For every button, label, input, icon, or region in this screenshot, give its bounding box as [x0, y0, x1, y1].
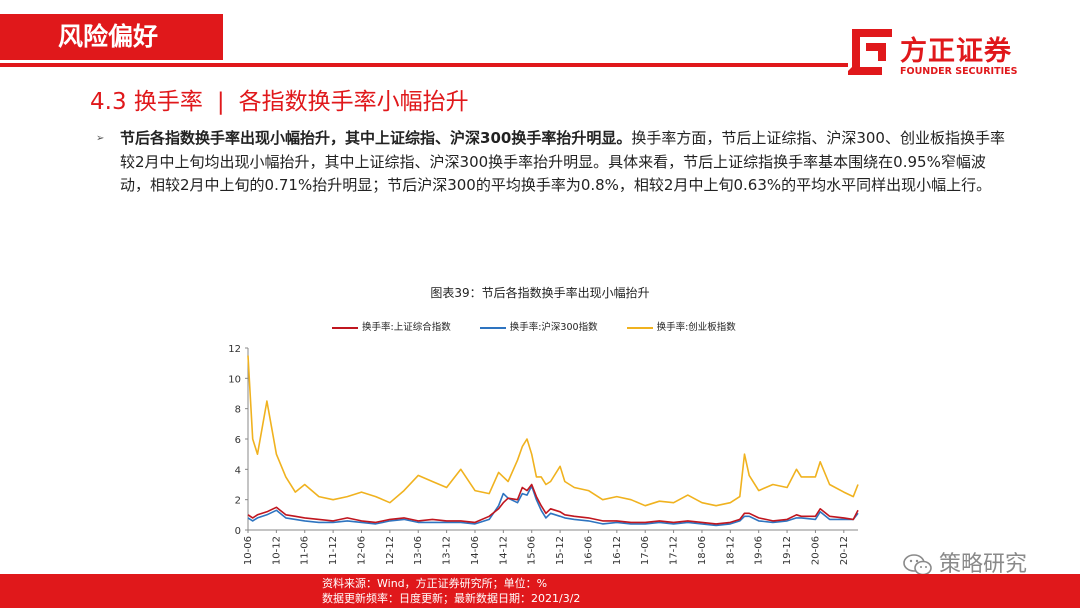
- y-tick-label: 8: [235, 405, 241, 416]
- x-tick-label: 14-06: [470, 536, 481, 565]
- x-tick-label: 18-06: [697, 536, 708, 565]
- chart-legend: 换手率:上证综合指数 换手率:沪深300指数 换手率:创业板指数: [332, 319, 762, 333]
- y-tick-label: 4: [235, 465, 241, 476]
- title-separator: |: [216, 89, 225, 115]
- wechat-watermark: 策略研究: [903, 546, 1027, 578]
- update-note: 数据更新频率：日度更新；最新数据日期：2021/3/2: [322, 592, 581, 605]
- x-tick-label: 10-12: [271, 536, 282, 565]
- legend-label-cyb: 换手率:创业板指数: [656, 322, 736, 333]
- series-line-sh: [247, 483, 859, 525]
- series-line-hs300: [247, 485, 859, 527]
- x-tick-label: 20-06: [810, 536, 821, 565]
- legend-item-cyb: 换手率:创业板指数: [626, 319, 736, 333]
- legend-item-hs300: 换手率:沪深300指数: [479, 319, 598, 333]
- legend-item-sh: 换手率:上证综合指数: [332, 319, 451, 333]
- x-tick-label: 11-12: [328, 536, 339, 565]
- x-tick-label: 19-12: [782, 536, 793, 565]
- x-tick-label: 19-06: [754, 536, 765, 565]
- x-tick-label: 18-12: [725, 536, 736, 565]
- x-tick-label: 12-12: [385, 536, 396, 565]
- brand-name-cn: 方正证券: [900, 36, 1012, 67]
- y-tick-label: 6: [235, 435, 241, 446]
- wechat-icon: [903, 554, 932, 576]
- legend-swatch-cyb: [626, 326, 653, 329]
- section-number: 4.3 换手率: [90, 89, 203, 115]
- x-tick-label: 14-12: [498, 536, 509, 565]
- x-tick-label: 13-06: [413, 536, 424, 565]
- y-tick-label: 10: [228, 374, 241, 385]
- x-tick-label: 11-06: [300, 536, 311, 565]
- footer-bar: [0, 574, 1080, 608]
- series-line-cyb: [247, 355, 859, 507]
- y-tick-label: 2: [235, 496, 241, 507]
- x-tick-label: 17-12: [669, 536, 680, 565]
- legend-swatch-sh: [332, 326, 358, 329]
- section-tag: 风险偏好: [0, 14, 223, 60]
- y-tick-label: 0: [235, 526, 241, 537]
- founder-logo-icon: [848, 29, 892, 75]
- brand-name-en: FOUNDER SECURITIES: [900, 66, 1018, 77]
- x-tick-label: 16-12: [612, 536, 623, 565]
- body-text: 换手率方面，节后上证综指、沪深300、创业板指换手率较2月中上旬均出现小幅抬升，…: [120, 129, 1005, 194]
- section-title: 各指数换手率小幅抬升: [238, 89, 469, 115]
- page-title: 4.3 换手率 | 各指数换手率小幅抬升: [90, 82, 469, 116]
- x-tick-label: 13-12: [442, 536, 453, 565]
- legend-label-sh: 换手率:上证综合指数: [362, 322, 451, 333]
- header-divider: [0, 63, 848, 67]
- legend-swatch-hs300: [479, 326, 506, 329]
- x-tick-label: 10-06: [243, 536, 254, 565]
- footer-source: 资料来源：Wind，方正证券研究所；单位：% 数据更新频率：日度更新；最新数据日…: [322, 576, 580, 606]
- x-tick-label: 15-12: [555, 536, 566, 565]
- brand-logo: 方正证券 FOUNDER SECURITIES: [848, 29, 1038, 77]
- x-tick-label: 16-06: [583, 536, 594, 565]
- lead-sentence: 节后各指数换手率出现小幅抬升，其中上证综指、沪深300换手率抬升明显。: [120, 129, 632, 147]
- bullet-arrow-icon: ➢: [96, 133, 105, 144]
- watermark-label: 策略研究: [939, 552, 1028, 577]
- legend-label-hs300: 换手率:沪深300指数: [509, 322, 598, 333]
- y-tick-label: 12: [228, 344, 241, 355]
- x-tick-label: 15-06: [527, 536, 538, 565]
- x-tick-label: 17-06: [640, 536, 651, 565]
- source-note: 资料来源：Wind，方正证券研究所；单位：%: [322, 577, 548, 590]
- x-tick-label: 12-06: [356, 536, 367, 565]
- x-tick-label: 20-12: [839, 536, 850, 565]
- body-paragraph: 节后各指数换手率出现小幅抬升，其中上证综指、沪深300换手率抬升明显。换手率方面…: [120, 127, 1010, 198]
- chart-title: 图表39：节后各指数换手率出现小幅抬升: [430, 286, 650, 300]
- turnover-line-chart: 0 2 4 6 8 10 12 10-06 10-12 11-06 11-12 12-06 12-12 1…: [228, 344, 859, 565]
